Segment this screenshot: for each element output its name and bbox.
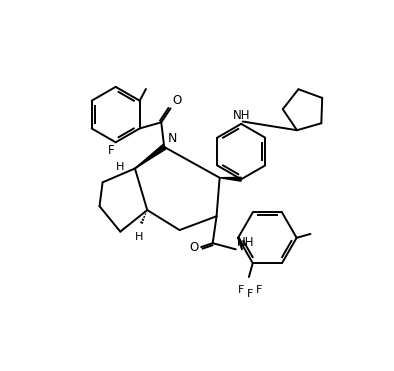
Text: F: F [108,144,114,157]
Text: F: F [256,285,262,295]
Text: O: O [190,241,199,254]
Text: N: N [168,132,177,145]
Text: NH: NH [236,236,254,249]
Text: O: O [172,94,181,107]
Text: H: H [136,232,144,242]
Polygon shape [135,145,166,168]
Text: NH: NH [232,109,250,122]
Text: H: H [116,162,124,172]
Text: F: F [247,289,254,299]
Text: F: F [238,285,244,295]
Polygon shape [219,177,242,181]
